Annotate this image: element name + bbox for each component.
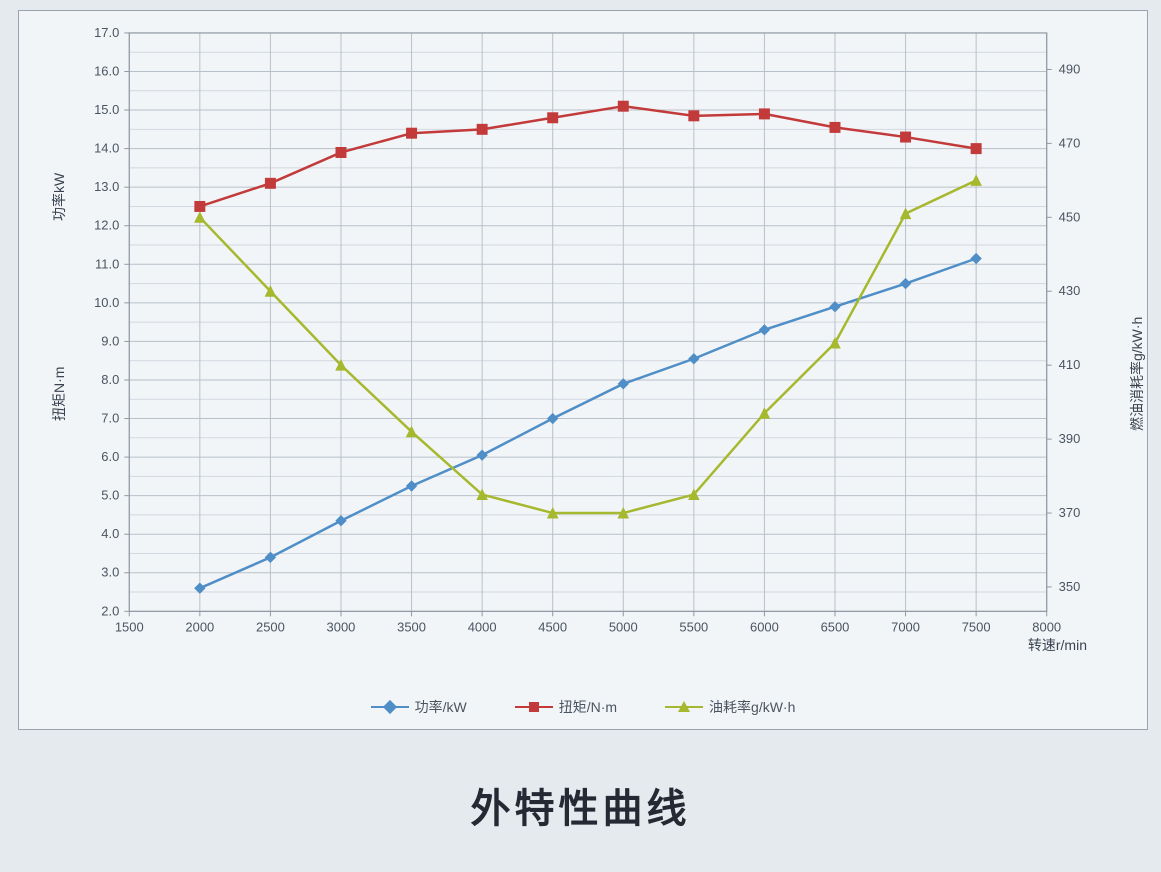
svg-text:6000: 6000 — [750, 619, 779, 634]
svg-text:430: 430 — [1059, 283, 1081, 298]
legend-swatch-power — [371, 700, 409, 714]
svg-text:6.0: 6.0 — [101, 449, 119, 464]
legend-label: 扭矩/N·m — [559, 697, 617, 717]
chart-caption: 外特性曲线 — [18, 776, 1143, 834]
chart-legend: 功率/kW 扭矩/N·m 油耗率g/kW·h — [19, 697, 1147, 717]
y-left-label-torque: 扭矩N·m — [49, 367, 69, 421]
chart-frame: 2.0 3.0 4.0 5.0 6.0 7.0 8.0 9.0 10.0 11.0 12.0 13.0… — [18, 10, 1148, 730]
svg-text:390: 390 — [1059, 431, 1081, 446]
svg-text:370: 370 — [1059, 505, 1081, 520]
svg-text:1500: 1500 — [115, 619, 144, 634]
svg-text:8000: 8000 — [1032, 619, 1061, 634]
legend-label: 油耗率g/kW·h — [709, 697, 795, 717]
svg-text:17.0: 17.0 — [94, 25, 119, 40]
svg-text:9.0: 9.0 — [101, 333, 119, 348]
svg-text:2500: 2500 — [256, 619, 285, 634]
engine-performance-chart: 2.0 3.0 4.0 5.0 6.0 7.0 8.0 9.0 10.0 11.0 12.0 13.0… — [19, 11, 1147, 729]
legend-swatch-fuel — [665, 700, 703, 714]
svg-text:7.0: 7.0 — [101, 411, 119, 426]
svg-text:3500: 3500 — [397, 619, 426, 634]
legend-swatch-torque — [515, 700, 553, 714]
page: 2.0 3.0 4.0 5.0 6.0 7.0 8.0 9.0 10.0 11.0 12.0 13.0… — [0, 0, 1161, 872]
svg-text:15.0: 15.0 — [94, 102, 119, 117]
svg-text:5.0: 5.0 — [101, 488, 119, 503]
svg-text:470: 470 — [1059, 135, 1081, 150]
svg-text:4500: 4500 — [538, 619, 567, 634]
legend-item-torque: 扭矩/N·m — [515, 697, 617, 717]
svg-text:7000: 7000 — [891, 619, 920, 634]
svg-text:490: 490 — [1059, 61, 1081, 76]
svg-text:8.0: 8.0 — [101, 372, 119, 387]
svg-text:14.0: 14.0 — [94, 141, 119, 156]
svg-text:16.0: 16.0 — [94, 63, 119, 78]
svg-text:5000: 5000 — [609, 619, 638, 634]
svg-text:2.0: 2.0 — [101, 603, 119, 618]
y-right-label-fuel: 燃油消耗率g/kW·h — [1127, 317, 1147, 431]
svg-text:410: 410 — [1059, 357, 1081, 372]
svg-text:11.0: 11.0 — [95, 256, 119, 271]
svg-text:2000: 2000 — [185, 619, 214, 634]
svg-text:3000: 3000 — [327, 619, 356, 634]
svg-text:12.0: 12.0 — [94, 218, 119, 233]
svg-text:3.0: 3.0 — [101, 565, 119, 580]
svg-text:6500: 6500 — [821, 619, 850, 634]
svg-text:13.0: 13.0 — [94, 179, 119, 194]
x-axis-label: 转速r/min — [1028, 635, 1087, 655]
svg-text:10.0: 10.0 — [94, 295, 119, 310]
svg-text:350: 350 — [1059, 579, 1081, 594]
svg-text:7500: 7500 — [962, 619, 991, 634]
svg-text:4000: 4000 — [468, 619, 497, 634]
legend-label: 功率/kW — [415, 697, 467, 717]
legend-item-fuel: 油耗率g/kW·h — [665, 697, 795, 717]
svg-text:4.0: 4.0 — [101, 526, 119, 541]
svg-text:5500: 5500 — [679, 619, 708, 634]
svg-text:450: 450 — [1059, 209, 1081, 224]
y-left-label-power: 功率kW — [49, 173, 69, 221]
legend-item-power: 功率/kW — [371, 697, 467, 717]
